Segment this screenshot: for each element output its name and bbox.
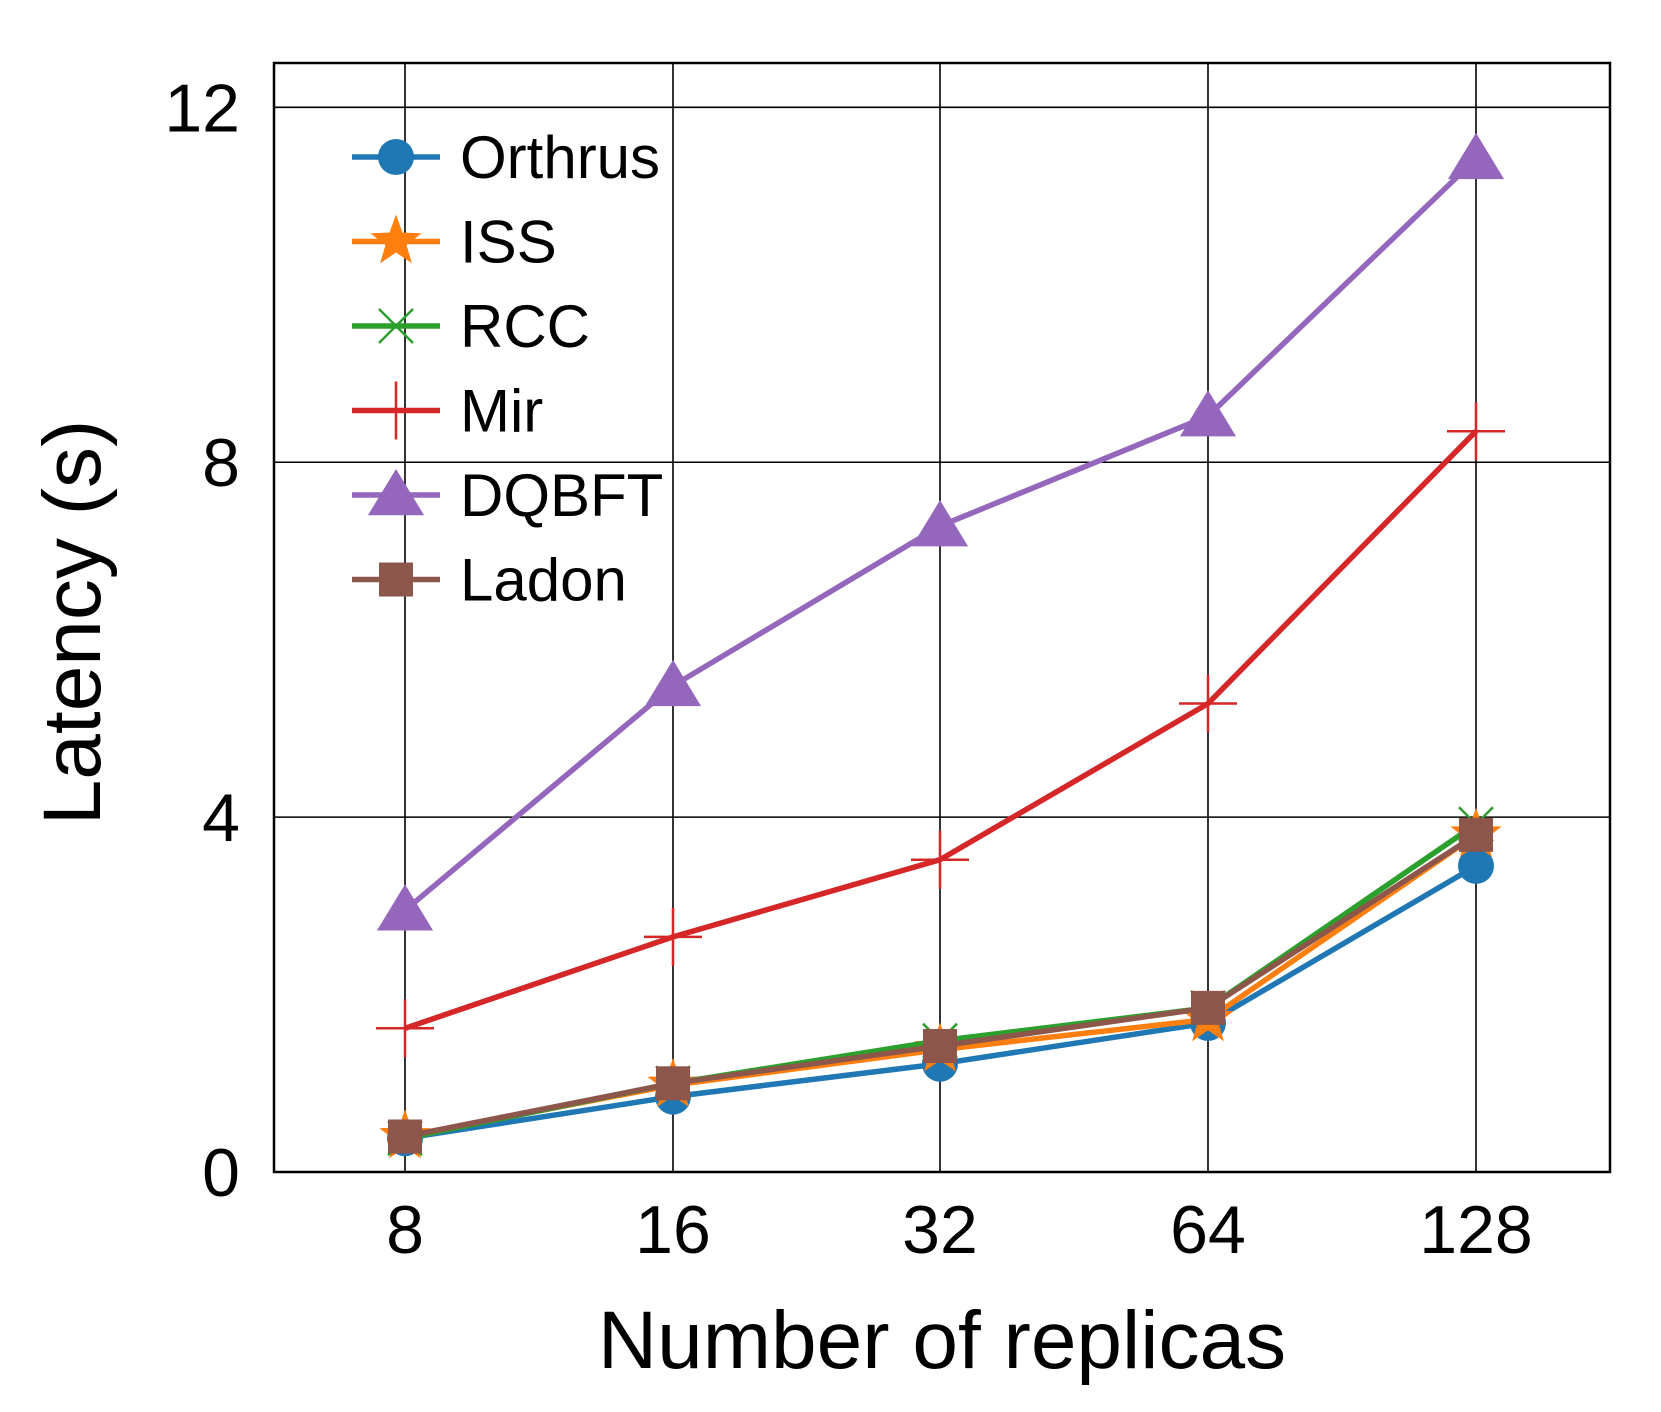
dqbft-point (644, 659, 702, 707)
legend-item-orthrus: Orthrus (352, 124, 660, 191)
series-layer (376, 132, 1505, 1159)
dqbft-point (1447, 132, 1505, 180)
legend-label: Ladon (460, 547, 627, 614)
legend-item-iss: ISS (352, 209, 557, 276)
ladon-point (1459, 817, 1493, 852)
x-axis-title: Number of replicas (598, 1295, 1286, 1386)
legend-label: Orthrus (460, 124, 660, 191)
legend-marker-star (370, 214, 422, 264)
legend-marker-triangle (367, 469, 425, 516)
mir-point (376, 999, 434, 1058)
legend: Orthrus ISS RCC Mir DQBFT Ladon (352, 124, 663, 614)
y-tick-label: 0 (202, 1135, 240, 1211)
plot-frame (272, 61, 1612, 1174)
mir-point (1179, 674, 1237, 733)
series-mir (376, 402, 1505, 1058)
legend-label: DQBFT (460, 462, 663, 529)
mir-point (1447, 402, 1505, 461)
x-tick-labels: 8 16 32 64 128 (386, 1192, 1533, 1268)
y-tick-label: 12 (164, 70, 240, 146)
legend-marker-square (379, 562, 413, 597)
mir-point (911, 830, 969, 889)
x-tick-label: 16 (635, 1192, 711, 1268)
legend-marker-plus (367, 381, 425, 440)
orthrus-point (1458, 847, 1494, 884)
x-tick-label: 128 (1419, 1192, 1532, 1268)
legend-item-rcc: RCC (352, 293, 590, 360)
series-dqbft (376, 132, 1505, 931)
ladon-point (923, 1029, 957, 1064)
legend-label: Mir (460, 378, 543, 445)
dqbft-point (376, 884, 434, 931)
x-tick-label: 32 (902, 1192, 978, 1268)
x-tick-label: 8 (386, 1192, 424, 1268)
legend-marker-circle (378, 139, 414, 175)
y-axis-title: Latency (s) (27, 420, 118, 826)
mir-point (644, 907, 702, 966)
x-tick-label: 64 (1170, 1192, 1246, 1268)
ladon-point (388, 1119, 422, 1154)
ladon-point (1191, 990, 1225, 1025)
y-tick-labels: 0 4 8 12 (164, 70, 240, 1211)
dqbft-point (1179, 390, 1237, 437)
legend-item-ladon: Ladon (352, 547, 627, 614)
ladon-point (656, 1066, 690, 1101)
y-tick-label: 4 (202, 780, 240, 856)
legend-label: RCC (460, 293, 590, 360)
y-tick-label: 8 (202, 425, 240, 501)
dqbft-point (911, 500, 969, 547)
legend-marker-x (378, 308, 414, 344)
series-ladon (388, 817, 1493, 1154)
legend-item-dqbft: DQBFT (352, 462, 663, 529)
legend-item-mir: Mir (352, 378, 543, 445)
legend-label: ISS (460, 209, 557, 276)
